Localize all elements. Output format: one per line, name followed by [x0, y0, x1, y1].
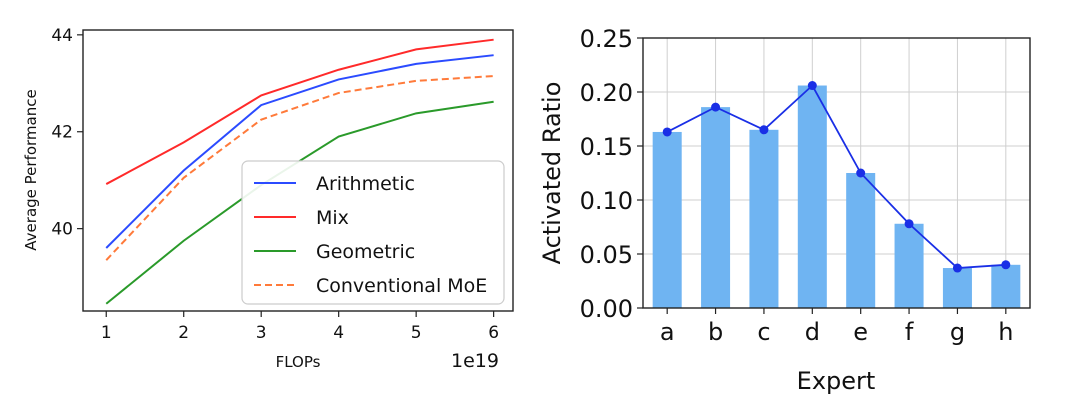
bar-g — [942, 268, 972, 308]
line-chart-x-tick-label: 5 — [411, 323, 422, 343]
bar-b — [701, 107, 731, 309]
bar-chart-x-tick-label: d — [805, 318, 820, 346]
bar-chart-expert: a b c d e f g h 0.00 0.05 0.10 0.15 0.20 0.25 Expert… — [538, 25, 1031, 395]
line-marker-c — [759, 125, 769, 135]
bar-chart-y-tick-label: 0.05 — [580, 241, 633, 269]
bar-chart-y-tick-label: 0.10 — [580, 187, 633, 215]
series-line-arithmetic — [105, 54, 494, 249]
legend-box — [241, 160, 505, 305]
line-marker-a — [662, 127, 672, 137]
legend-label: Mix — [316, 207, 349, 229]
bar-a — [652, 131, 682, 308]
line-marker-e — [856, 168, 866, 178]
bar-d — [797, 85, 827, 309]
line-chart-y-tick-label: 44 — [51, 26, 73, 46]
line-chart-y-tick-label: 40 — [51, 220, 73, 240]
bar-chart-y-axis-label: Activated Ratio — [538, 82, 566, 265]
bar-chart-x-tick-label: g — [950, 318, 965, 346]
line-chart-x-tick-label: 2 — [178, 323, 189, 343]
bar-chart-x-tick-label: a — [660, 318, 675, 346]
legend-label: Conventional MoE — [316, 275, 487, 297]
line-chart-flops: 1 2 3 4 5 6 40 42 44 FLOPs 1e19 Average Perform… — [22, 26, 514, 372]
bar-chart-x-tick-label: e — [853, 318, 868, 346]
bar-f — [894, 223, 924, 308]
activated-ratio-line — [666, 84, 1006, 269]
legend-label: Arithmetic — [316, 173, 415, 195]
line-marker-h — [1001, 260, 1011, 270]
line-marker-d — [807, 81, 817, 91]
line-chart-x-tick-label: 4 — [333, 323, 344, 343]
series-line-mix — [105, 38, 494, 185]
bar-c — [749, 129, 779, 308]
line-chart-x-offset-label: 1e19 — [451, 350, 499, 372]
bar-e — [846, 173, 876, 308]
bar-chart-axes-frame — [642, 37, 1031, 309]
line-chart-legend: Arithmetic Mix Geometric Conventional MoE — [241, 160, 505, 305]
bar-chart-x-tick-label: f — [905, 318, 914, 346]
line-chart-x-axis-label: FLOPs — [276, 353, 321, 371]
bar-chart-x-tick-label: h — [998, 318, 1013, 346]
line-chart-y-tick-label: 42 — [51, 123, 73, 143]
line-marker-f — [904, 219, 914, 229]
line-chart-x-tick-label: 6 — [488, 323, 499, 343]
bar-chart-y-tick-label: 0.00 — [580, 295, 633, 323]
bar-chart-y-tick-label: 0.25 — [580, 25, 633, 53]
bar-chart-x-axis-label: Expert — [797, 367, 876, 395]
line-chart-x-tick-label: 1 — [101, 323, 112, 343]
legend-label: Geometric — [316, 241, 415, 263]
bar-chart-y-tick-label: 0.15 — [580, 133, 633, 161]
line-chart-axes-frame — [82, 29, 514, 312]
line-marker-g — [952, 263, 962, 273]
bar-h — [991, 264, 1021, 308]
series-line-conventional-moe — [105, 75, 494, 261]
line-chart-y-axis-label: Average Performance — [22, 89, 40, 250]
line-chart-x-tick-label: 3 — [256, 323, 267, 343]
bar-chart-y-tick-label: 0.20 — [580, 79, 633, 107]
bar-chart-x-tick-label: c — [757, 318, 770, 346]
bar-chart-x-tick-label: b — [708, 318, 723, 346]
line-marker-b — [711, 102, 721, 112]
